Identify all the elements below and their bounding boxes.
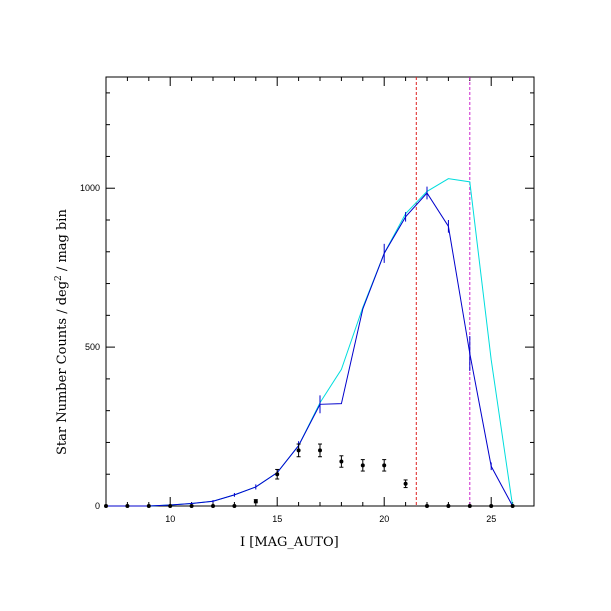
x-axis-title: I [MAG_AUTO] [240, 535, 339, 550]
plot-frame [105, 76, 535, 507]
x-tick-label: 10 [165, 514, 175, 524]
data-point [425, 504, 429, 508]
data-point [189, 504, 194, 508]
data-point [446, 504, 451, 508]
chart-marks: 10 15 20 25 0 500 1000 [80, 76, 535, 524]
y-tick-label: 1000 [80, 183, 100, 193]
data-point [104, 504, 108, 508]
x-tick-label: 25 [486, 514, 496, 524]
y-axis-title: Star Number Counts / deg2 / mag bin [54, 209, 70, 455]
data-point [382, 463, 387, 468]
data-point [403, 481, 408, 486]
data-point [211, 504, 215, 508]
y-tick-label: 500 [85, 342, 100, 352]
series-line-2 [106, 192, 514, 507]
series-line-1 [106, 178, 514, 507]
x-tick-label: 15 [272, 514, 282, 524]
data-point [296, 448, 301, 453]
data-point [253, 499, 258, 504]
data-point [339, 459, 344, 464]
data-point [168, 504, 173, 508]
data-point [275, 472, 280, 477]
y-axis-title-main: Star Number Counts / deg [55, 281, 70, 455]
y-axis-title-tail: / mag bin [55, 209, 70, 276]
data-point [360, 463, 365, 468]
data-point [318, 448, 322, 453]
data-point [467, 504, 472, 508]
data-point [232, 504, 237, 508]
y-axis-title-superscript: 2 [54, 275, 64, 281]
y-tick-label: 0 [95, 501, 100, 511]
data-point [146, 504, 151, 508]
data-point [125, 504, 130, 508]
data-point [510, 504, 515, 508]
x-tick-label: 20 [379, 514, 389, 524]
data-point [489, 504, 494, 508]
